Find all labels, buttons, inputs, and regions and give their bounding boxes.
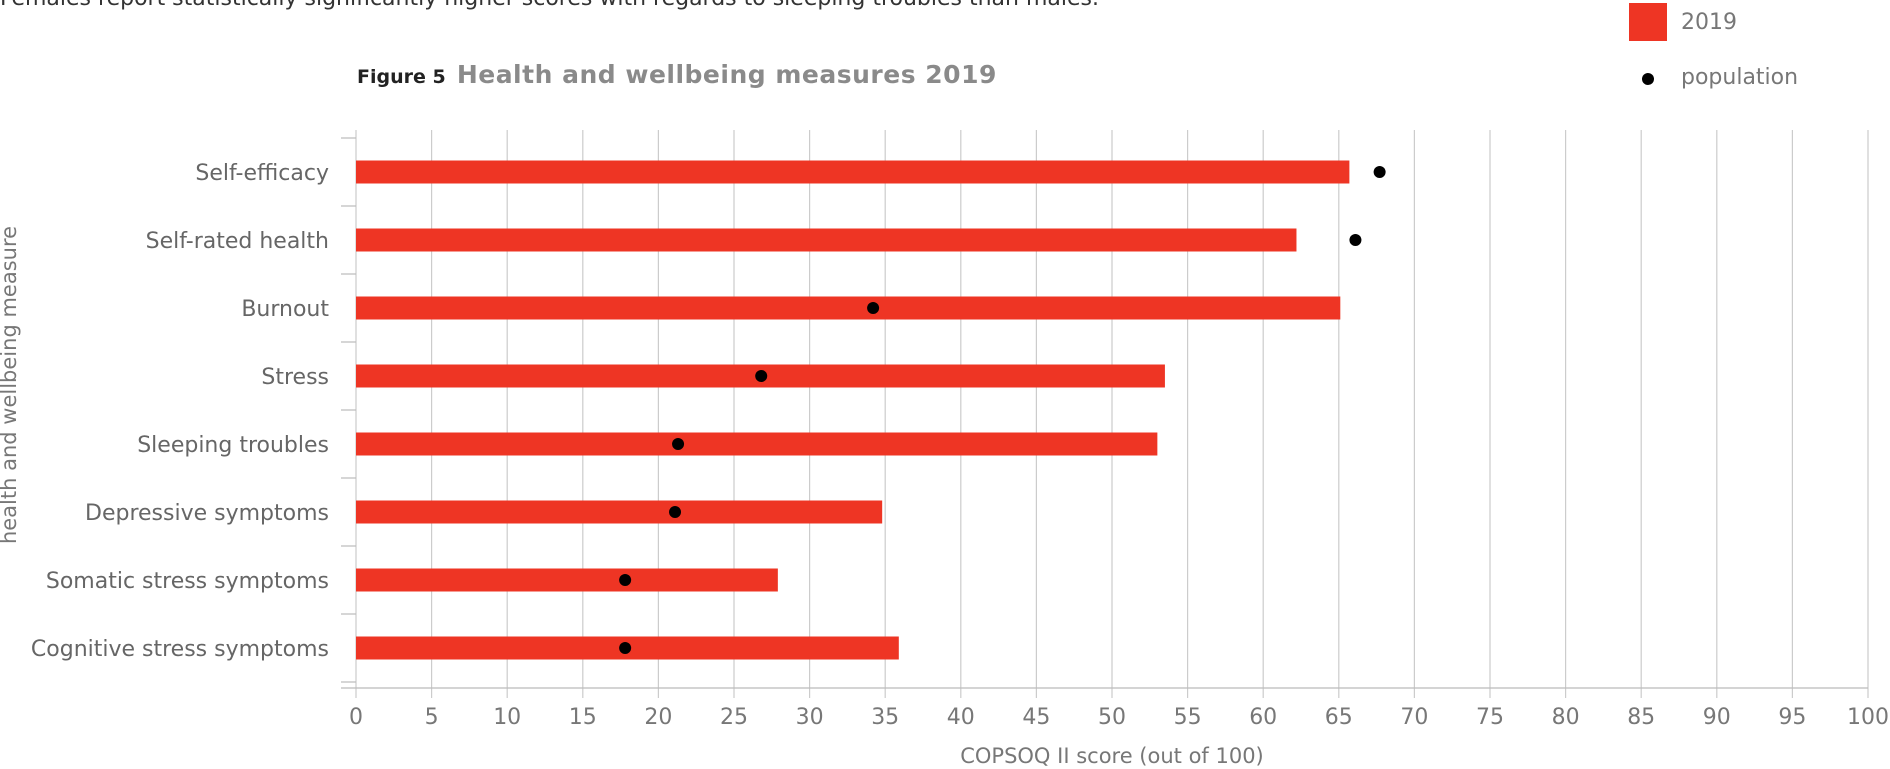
x-tick-label: 35 [871,705,899,730]
y-axis-label: health and wellbeing measure [0,226,21,544]
x-tick-label: 70 [1400,705,1428,730]
x-tick-label: 65 [1325,705,1353,730]
x-tick-label: 55 [1174,705,1202,730]
x-tick-label: 20 [644,705,672,730]
category-label: Cognitive stress symptoms [31,637,329,662]
gridlines [341,130,1869,698]
x-tick-labels: 0 5 10 15 20 25 30 35 40 45 50 55 60 65 70 75 80 85 90 95 10… [349,705,1889,730]
legend-label-2019: 2019 [1681,10,1737,35]
bar-0 [356,160,1350,184]
x-tick-label: 75 [1476,705,1504,730]
population-points [619,166,1386,654]
population-point-7 [619,642,632,654]
bar-1 [356,228,1297,252]
x-tick-label: 90 [1703,705,1731,730]
figure-name: Health and wellbeing measures 2019 [456,60,997,89]
x-tick-label: 0 [349,705,363,730]
category-labels: Self-efficacy Self-rated health Burnout Str… [31,161,329,662]
bar-4 [356,432,1158,456]
x-tick-label: 85 [1627,705,1655,730]
category-label: Burnout [241,297,329,322]
bar-5 [356,500,883,524]
population-point-6 [619,574,632,586]
category-label: Stress [261,365,329,390]
intro-text: Females report statistically significant… [0,0,1099,11]
population-point-4 [672,438,685,450]
figure-label: Figure 5 [357,66,446,88]
x-tick-label: 50 [1098,705,1126,730]
x-tick-label: 45 [1022,705,1050,730]
legend-marker-population [1642,73,1654,85]
legend-label-population: population [1681,65,1798,90]
x-tick-label: 10 [493,705,521,730]
legend-swatch-2019 [1629,3,1667,41]
x-tick-label: 95 [1778,705,1806,730]
population-point-0 [1373,166,1386,178]
x-tick-label: 5 [425,705,439,730]
x-tick-label: 15 [569,705,597,730]
x-tick-label: 80 [1552,705,1580,730]
bar-6 [356,568,778,592]
x-tick-label: 100 [1847,705,1889,730]
figure-title: Figure 5 Health and wellbeing measures 2… [357,60,997,89]
x-tick-label: 25 [720,705,748,730]
population-point-2 [867,302,880,314]
category-label: Depressive symptoms [85,501,329,526]
category-label: Self-efficacy [195,161,329,186]
x-tick-label: 30 [796,705,824,730]
bars-2019 [356,160,1350,660]
category-label: Self-rated health [146,229,329,254]
category-label: Sleeping troubles [137,433,329,458]
x-axis-label: COPSOQ II score (out of 100) [960,744,1264,768]
legend: 2019 population [1629,3,1798,90]
x-tick-label: 40 [947,705,975,730]
bar-2 [356,296,1341,320]
population-point-5 [669,506,682,518]
category-label: Somatic stress symptoms [46,569,329,594]
population-point-3 [755,370,768,382]
population-point-1 [1349,234,1362,246]
x-tick-label: 60 [1249,705,1277,730]
